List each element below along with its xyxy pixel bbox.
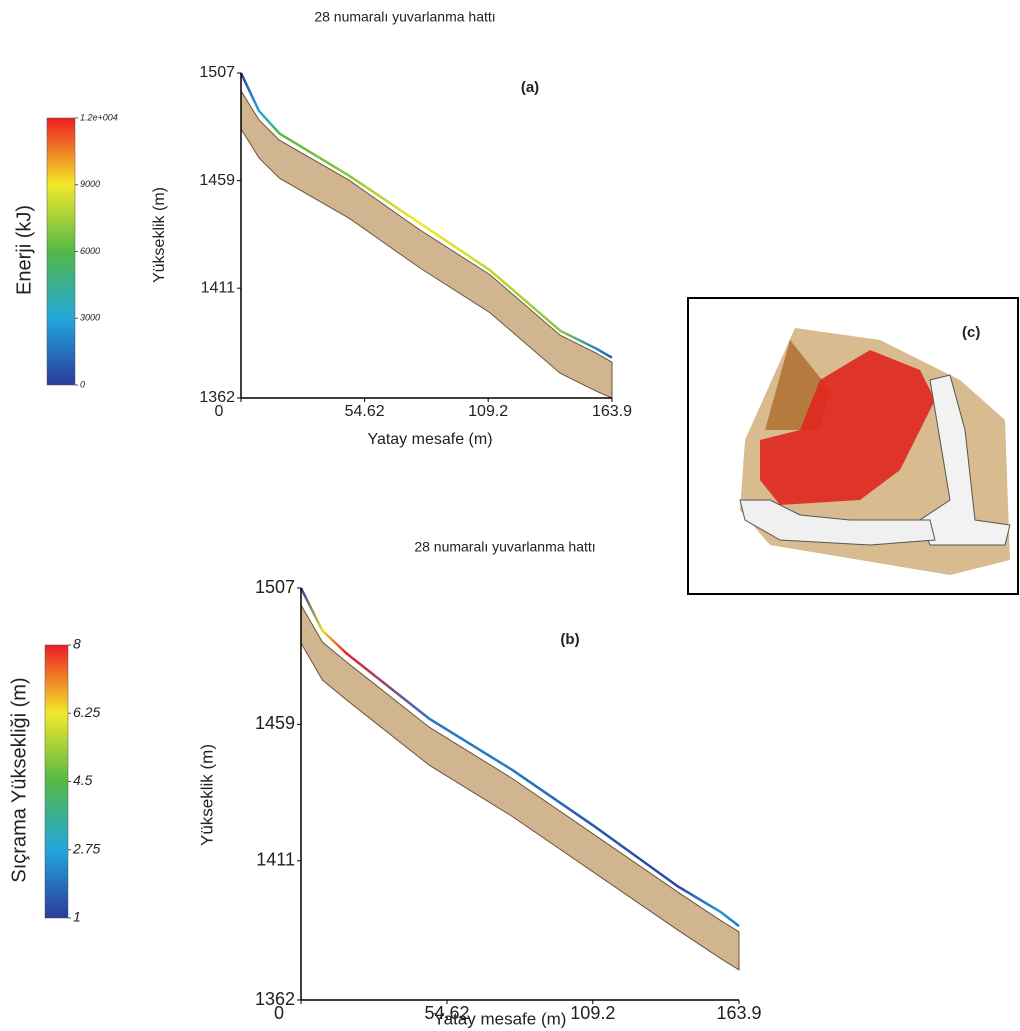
colorbar-tick-label: 1.2e+004 (80, 112, 118, 122)
terrain-area (300, 603, 740, 971)
panel-label: (c) (962, 324, 980, 341)
x-tick-label: 0 (215, 403, 224, 420)
colorbar-tick-label: 0 (80, 379, 85, 389)
trajectory-line (239, 72, 613, 359)
y-tick-label: 1362 (199, 389, 235, 406)
colorbar-tick-label: 3000 (80, 313, 100, 323)
trajectory-cloud (760, 350, 935, 505)
x-tick-label: 54.62 (424, 1003, 469, 1023)
y-axis-label: Yükseklik (m) (197, 744, 216, 846)
x-tick-label: 54.62 (345, 403, 385, 420)
x-axis-label: Yatay mesafe (m) (434, 1009, 567, 1028)
y-tick-label: 1362 (255, 989, 295, 1009)
y-tick-label: 1411 (256, 850, 295, 870)
terrain-area (240, 89, 613, 399)
colorbar-label: Sıçrama Yüksekliği (m) (8, 677, 30, 882)
inset-panel: (c) (687, 297, 1019, 595)
chart-title: 28 numaralı yuvarlanma hattı (414, 539, 595, 555)
colorbar-tick-label: 6000 (80, 246, 100, 256)
colorbar (44, 644, 69, 919)
x-tick-label: 163.9 (716, 1003, 761, 1023)
x-tick-label: 109.2 (468, 403, 508, 420)
x-tick-label: 109.2 (570, 1003, 615, 1023)
colorbar-label: Enerji (kJ) (13, 205, 35, 295)
panel-label: (b) (560, 631, 579, 648)
panel-label: (a) (521, 79, 539, 96)
colorbar-tick-label: 8 (73, 636, 81, 652)
road (919, 374, 1011, 546)
colorbar (46, 117, 76, 386)
x-axis-label: Yatay mesafe (m) (367, 431, 492, 448)
x-tick-label: 163.9 (592, 403, 632, 420)
chart-title: 28 numaralı yuvarlanma hattı (314, 9, 495, 25)
y-tick-label: 1411 (201, 279, 236, 296)
colorbar-tick-label: 4.5 (73, 772, 93, 788)
road (739, 499, 936, 546)
y-tick-label: 1459 (199, 172, 235, 189)
colorbar-tick-label: 9000 (80, 179, 100, 189)
y-tick-label: 1507 (199, 64, 235, 81)
y-axis-label: Yükseklik (m) (151, 187, 168, 283)
colorbar-tick-label: 6.25 (73, 704, 100, 720)
x-tick-label: 0 (274, 1003, 284, 1023)
colorbar-tick-label: 2.75 (72, 840, 100, 856)
y-tick-label: 1459 (255, 713, 295, 733)
trajectory-line (299, 587, 740, 928)
y-tick-label: 1507 (255, 577, 295, 597)
colorbar-tick-label: 1 (73, 909, 81, 925)
